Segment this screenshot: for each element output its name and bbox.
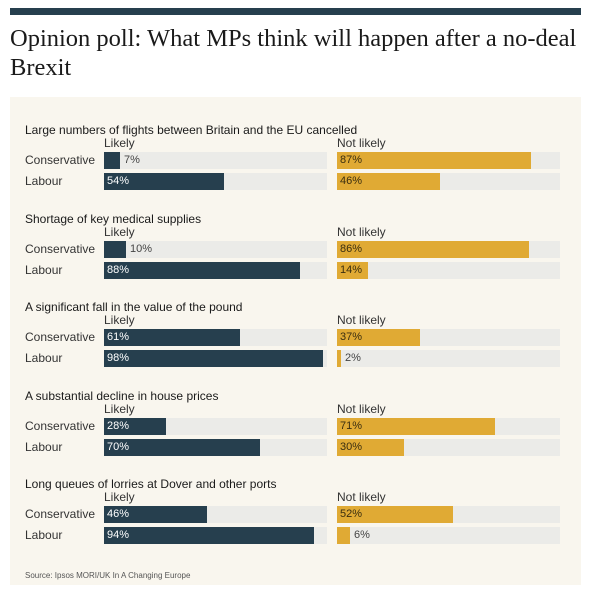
question-title: Long queues of lorries at Dover and othe… [25,477,277,491]
not-likely-header: Not likely [337,136,386,150]
not-likely-bar [337,350,341,367]
question-title: Large numbers of flights between Britain… [25,123,358,137]
bar-track: 30% [337,439,560,456]
likely-bar [104,329,240,346]
party-label-conservative: Conservative [25,419,96,433]
value-label: 54% [107,175,130,187]
bar-track: 10% [104,241,327,258]
likely-header: Likely [104,136,135,150]
value-label: 10% [130,243,153,255]
bar-track: 61% [104,329,327,346]
value-label: 94% [107,529,130,541]
value-label: 70% [107,441,130,453]
value-label: 52% [340,508,363,520]
bar-track: 87% [337,152,560,169]
bar-track: 46% [337,173,560,190]
not-likely-header: Not likely [337,402,386,416]
not-likely-bar [337,418,495,435]
bar-track: 14% [337,262,560,279]
bar-track: 54% [104,173,327,190]
party-label-labour: Labour [25,263,63,277]
bar-track: 37% [337,329,560,346]
not-likely-header: Not likely [337,490,386,504]
bar-track: 2% [337,350,560,367]
question-title: A significant fall in the value of the p… [25,300,243,314]
likely-header: Likely [104,490,135,504]
value-label: 2% [345,352,361,364]
likely-bar [104,241,126,258]
likely-header: Likely [104,313,135,327]
party-label-conservative: Conservative [25,153,96,167]
party-label-labour: Labour [25,528,63,542]
value-label: 71% [340,420,363,432]
likely-bar [104,350,323,367]
bar-track: 6% [337,527,560,544]
likely-header: Likely [104,225,135,239]
bar-track: 98% [104,350,327,367]
value-label: 46% [340,175,363,187]
bar-track: 71% [337,418,560,435]
value-label: 6% [354,529,370,541]
not-likely-header: Not likely [337,225,386,239]
likely-header: Likely [104,402,135,416]
not-likely-bar [337,439,404,456]
value-label: 88% [107,264,130,276]
party-label-labour: Labour [25,174,63,188]
likely-bar [104,152,120,169]
not-likely-bar [337,329,420,346]
value-label: 37% [340,331,363,343]
value-label: 87% [340,154,363,166]
not-likely-bar [337,262,368,279]
likely-bar [104,418,166,435]
party-label-conservative: Conservative [25,242,96,256]
bar-track: 52% [337,506,560,523]
party-label-labour: Labour [25,440,63,454]
bar-track: 7% [104,152,327,169]
likely-bar [104,439,260,456]
value-label: 30% [340,441,363,453]
likely-bar [104,506,207,523]
value-label: 86% [340,243,363,255]
likely-bar [104,262,300,279]
bar-track: 86% [337,241,560,258]
source-note: Source: Ipsos MORI/UK In A Changing Euro… [25,571,191,580]
not-likely-bar [337,173,440,190]
value-label: 98% [107,352,130,364]
value-label: 28% [107,420,130,432]
not-likely-bar [337,241,529,258]
value-label: 7% [124,154,140,166]
value-label: 46% [107,508,130,520]
not-likely-bar [337,506,453,523]
bar-track: 28% [104,418,327,435]
question-title: A substantial decline in house prices [25,389,219,403]
likely-bar [104,527,314,544]
value-label: 61% [107,331,130,343]
top-rule [10,8,581,15]
bar-track: 46% [104,506,327,523]
bar-track: 94% [104,527,327,544]
not-likely-header: Not likely [337,313,386,327]
party-label-conservative: Conservative [25,330,96,344]
value-label: 14% [340,264,363,276]
not-likely-bar [337,527,350,544]
not-likely-bar [337,152,531,169]
bar-track: 70% [104,439,327,456]
party-label-conservative: Conservative [25,507,96,521]
bar-track: 88% [104,262,327,279]
question-title: Shortage of key medical supplies [25,212,202,226]
page-title: Opinion poll: What MPs think will happen… [10,25,577,81]
party-label-labour: Labour [25,351,63,365]
likely-bar [104,173,224,190]
